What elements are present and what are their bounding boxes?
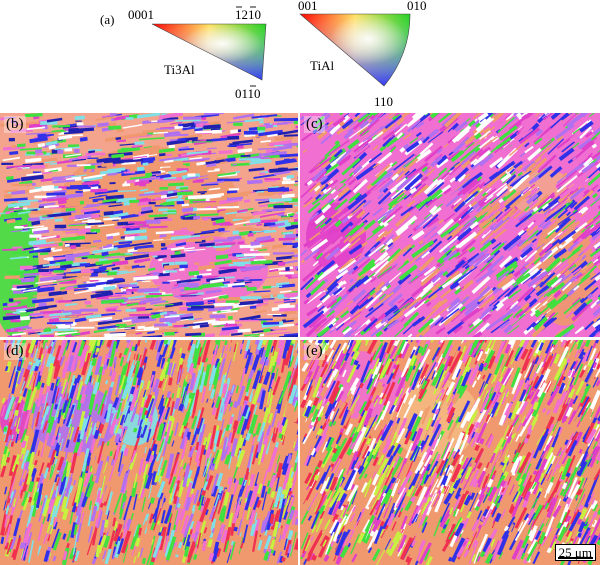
legend-panel-label: (a) (100, 12, 114, 27)
tial-corner-bottom: 110 (374, 94, 393, 109)
ebsd-map-d: (d) (0, 340, 298, 565)
scale-bar-line (557, 557, 593, 559)
tial-ipf-triangle (299, 13, 411, 87)
ebsd-map-e: (e) 25 μm (300, 340, 600, 565)
ti3al-corner-right: 1210 (235, 7, 261, 22)
ebsd-map-b: (b) (0, 113, 298, 337)
ebsd-map-c-image (300, 113, 600, 337)
tial-corner-left: 001 (298, 0, 318, 13)
ti3al-phase-label: Ti3Al (164, 62, 195, 77)
scale-bar-label: 25 μm (558, 545, 592, 560)
tial-phase-label: TiAl (310, 58, 334, 73)
ebsd-map-c: (c) (300, 113, 600, 337)
tial-corner-right: 010 (407, 0, 427, 13)
ipf-legend: (a) 0001 1210 Ti3Al 0110 001 010 TiAl 11… (0, 0, 600, 112)
ti3al-corner-bottom: 0110 (235, 86, 261, 101)
panel-label-d: (d) (4, 343, 26, 360)
scale-bar: 25 μm (554, 544, 596, 561)
ti3al-ipf-triangle (151, 23, 267, 81)
ipf-legend-svg: (a) 0001 1210 Ti3Al 0110 001 010 TiAl 11… (100, 0, 427, 109)
panel-label-e: (e) (304, 343, 325, 360)
ti3al-corner-left: 0001 (128, 7, 154, 22)
panel-label-c: (c) (304, 116, 325, 133)
ebsd-map-b-image (0, 113, 298, 337)
panel-label-b: (b) (4, 116, 26, 133)
ebsd-map-d-image (0, 340, 298, 565)
ebsd-map-e-image (300, 340, 600, 565)
